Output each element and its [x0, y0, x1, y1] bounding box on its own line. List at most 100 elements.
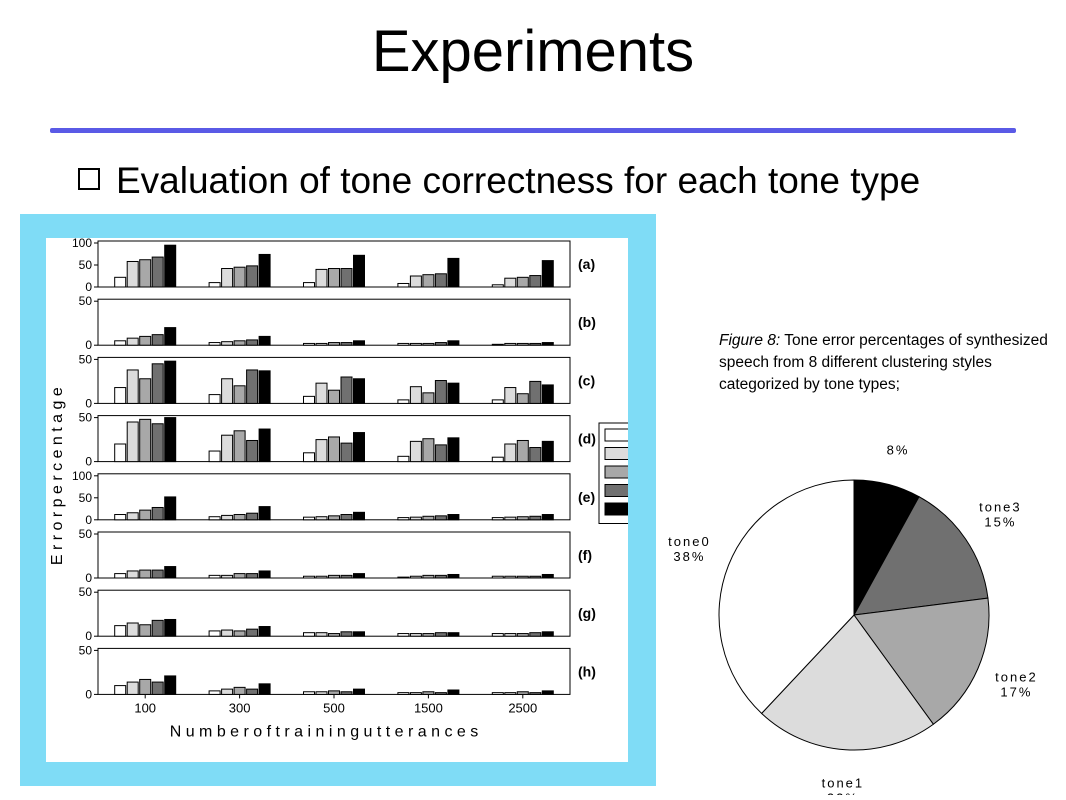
pie-label-percent: 17%: [1000, 684, 1032, 699]
bar: [491, 284, 504, 288]
bar: [303, 516, 315, 521]
bar: [258, 428, 271, 463]
bar: [447, 382, 460, 404]
pie-label-name: tone0: [668, 534, 711, 549]
bar: [409, 275, 422, 288]
y-tick-label: 50: [79, 352, 93, 366]
bar: [529, 692, 542, 695]
caption-figure-label: Figure 8:: [719, 332, 781, 349]
bar-panel-d: 0 50 (d): [79, 411, 596, 469]
bar: [258, 626, 271, 637]
bar: [139, 509, 152, 521]
bar: [315, 575, 328, 579]
y-tick-label: 50: [79, 491, 93, 505]
bar: [164, 244, 177, 288]
bar: [258, 370, 271, 404]
legend-swatch: [604, 428, 628, 442]
pie-slice-tone1: [760, 614, 935, 751]
y-tick-label: 50: [79, 294, 93, 308]
bar: [340, 268, 353, 288]
bar: [233, 630, 246, 637]
bar: [114, 443, 127, 463]
bar: [422, 438, 435, 463]
bar: [447, 514, 460, 521]
bar: [504, 443, 517, 463]
bar: [221, 629, 234, 637]
bar: [340, 574, 353, 579]
bar: [221, 434, 234, 463]
bar: [258, 570, 271, 579]
bar: [114, 573, 127, 579]
bar: [126, 570, 139, 579]
bar: [340, 342, 353, 346]
bar: [340, 691, 353, 695]
bar: [221, 268, 234, 288]
pie-label-name: tone3: [979, 500, 1022, 515]
y-tick-label: 50: [79, 643, 93, 657]
y-tick-label: 0: [85, 513, 92, 527]
bar: [434, 692, 447, 695]
bar: [397, 633, 410, 637]
bar: [491, 343, 504, 346]
bar: [114, 625, 127, 637]
bar: [221, 574, 234, 579]
bar: [258, 335, 271, 346]
bar: [303, 342, 315, 346]
bar-panel-g: 0 50 (g): [79, 585, 596, 643]
bar-panel-h: 0 50 (h): [79, 643, 596, 701]
bar: [397, 692, 410, 695]
bar: [139, 678, 152, 695]
y-tick-label: 0: [85, 455, 92, 469]
bar: [246, 439, 259, 463]
pie-slice-tone3: [853, 496, 989, 616]
bar: [139, 624, 152, 637]
bar: [409, 633, 422, 637]
legend-swatch: [604, 502, 628, 516]
bar: [516, 439, 529, 463]
bar: [353, 573, 365, 579]
bar: [516, 691, 529, 695]
bar: [328, 436, 340, 463]
bar: [303, 395, 315, 404]
bar: [315, 268, 328, 288]
bar: [246, 265, 259, 288]
pie-slice-tone0: [718, 479, 855, 715]
bar: [126, 260, 139, 288]
bar: [246, 628, 259, 637]
slide-title: Experiments: [371, 19, 695, 84]
bar: [303, 691, 315, 695]
bar: [164, 360, 177, 404]
bar: [315, 382, 328, 404]
bar: [328, 633, 340, 637]
bar: [208, 450, 221, 463]
y-tick-label: 0: [85, 687, 92, 701]
bar: [164, 675, 177, 695]
bar: [529, 380, 542, 404]
panel-label: (h): [578, 663, 596, 679]
bar: [491, 692, 504, 695]
bar: [258, 253, 271, 288]
bar: [529, 515, 542, 521]
bar: [151, 506, 164, 521]
bar: [126, 369, 139, 404]
bar: [504, 277, 517, 288]
panel-label: (g): [578, 605, 596, 621]
bar: [353, 340, 365, 346]
bar: [208, 630, 221, 637]
bar: [208, 690, 221, 695]
x-tick-label: 300: [229, 700, 251, 715]
y-tick-label: 50: [79, 527, 93, 541]
bar: [233, 385, 246, 404]
bar: [491, 633, 504, 637]
bar: [151, 423, 164, 463]
pie-label-percent: 15%: [984, 515, 1016, 530]
panel-label: (d): [578, 431, 596, 447]
bar: [328, 574, 340, 579]
figure-white-area: [46, 238, 628, 762]
bar-panel-f: 0 50 (f): [79, 527, 592, 585]
panel-label: (e): [578, 489, 595, 505]
bar: [221, 688, 234, 695]
bar: [151, 256, 164, 288]
y-axis-label: E r r o r p e r c e n t a g e: [49, 387, 66, 565]
bar: [139, 569, 152, 579]
